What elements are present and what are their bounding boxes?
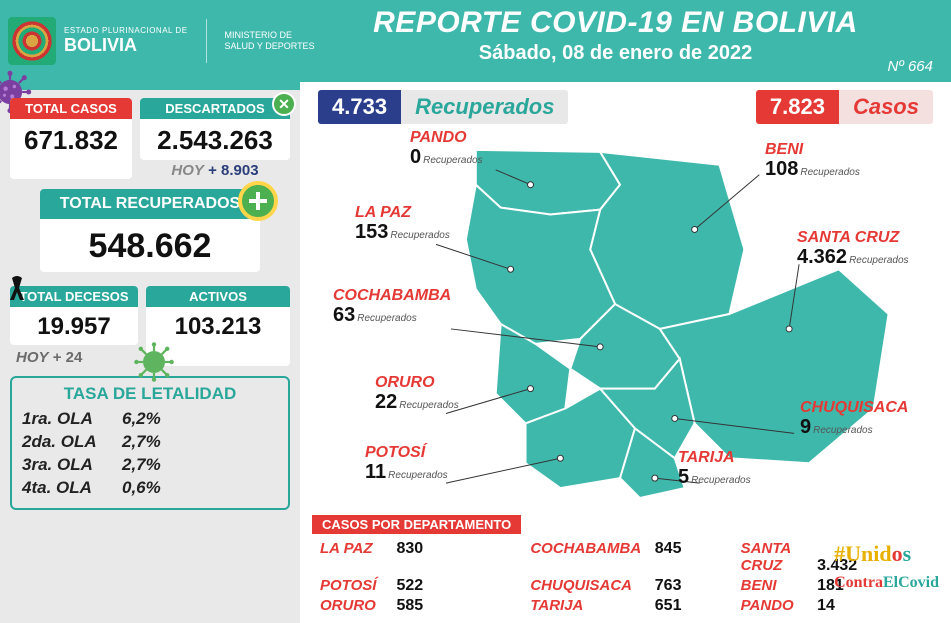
dept-label: PANDO0Recuperados: [410, 130, 483, 168]
lethality-card: TASA DE LETALIDAD 1ra. OLA6,2% 2da. OLA2…: [10, 376, 290, 510]
recovered-card: TOTAL RECUPERADOS 548.662: [40, 189, 260, 272]
cases-cell: COCHABAMBA 845: [530, 540, 720, 575]
top-pills: 4.733 Recuperados 7.823 Casos: [300, 90, 951, 124]
cases-pill-value: 7.823: [756, 90, 839, 124]
total-cases-label: TOTAL CASOS: [10, 98, 132, 119]
dept-label: CHUQUISACA9Recuperados: [800, 400, 908, 438]
dept-value: 0: [410, 146, 421, 168]
dept-label: SANTA CRUZ4.362Recuperados: [797, 230, 909, 268]
dept-sub: Recuperados: [390, 230, 449, 241]
plus-badge-icon: [238, 181, 278, 221]
discarded-value: 2.543.263: [140, 119, 290, 160]
mourning-ribbon-icon: [8, 276, 26, 302]
dept-label: LA PAZ153Recuperados: [355, 205, 450, 243]
dept-value: 153: [355, 221, 388, 243]
hoy-value: + 24: [53, 349, 83, 366]
recovered-value: 548.662: [40, 219, 260, 272]
separator: [206, 19, 207, 63]
coat-of-arms-icon: [8, 17, 56, 65]
dept-value: 108: [765, 158, 798, 180]
dept-value: 4.362: [797, 246, 847, 268]
recovered-pill-value: 4.733: [318, 90, 401, 124]
dept-label: TARIJA5Recuperados: [678, 450, 751, 488]
active-label: ACTIVOS: [146, 286, 290, 307]
dept-name: SANTA CRUZ: [797, 230, 909, 247]
deaths-today: HOY + 24: [16, 349, 138, 366]
hoy-value: + 8.903: [208, 162, 258, 179]
dept-label: POTOSÍ11Recuperados: [365, 445, 448, 483]
dept-name: CHUQUISACA: [800, 400, 908, 417]
header: ESTADO PLURINACIONAL DE BOLIVIA MINISTER…: [0, 0, 951, 82]
dept-label: ORURO22Recuperados: [375, 375, 459, 413]
cases-cell: ORURO 585: [320, 597, 510, 615]
lethality-row: 2da. OLA2,7%: [22, 431, 278, 454]
dept-name: ORURO: [375, 375, 459, 392]
deaths-label: TOTAL DECESOS: [10, 286, 138, 307]
dept-sub: Recuperados: [691, 475, 750, 486]
lethality-row: 1ra. OLA6,2%: [22, 408, 278, 431]
recovered-pill-label: Recuperados: [401, 90, 568, 124]
cases-cell: PANDO 14: [741, 597, 931, 615]
dept-name: COCHABAMBA: [333, 288, 451, 305]
hashtag: #Unidos ContraElCovid: [834, 541, 939, 593]
lethality-title: TASA DE LETALIDAD: [22, 384, 278, 404]
recovered-label: TOTAL RECUPERADOS: [40, 189, 260, 219]
total-cases-card: TOTAL CASOS 671.832: [10, 98, 132, 179]
active-card: ACTIVOS 103.213: [146, 286, 290, 366]
country-big: BOLIVIA: [64, 36, 188, 55]
page-title: REPORTE COVID-19 EN BOLIVIA: [300, 6, 931, 40]
dept-name: TARIJA: [678, 450, 751, 467]
dept-label: BENI108Recuperados: [765, 142, 860, 180]
dept-name: LA PAZ: [355, 205, 450, 222]
map-panel: 4.733 Recuperados 7.823 Casos: [300, 82, 951, 623]
dept-value: 11: [365, 461, 386, 483]
cases-pill: 7.823 Casos: [756, 90, 933, 124]
cases-cell: POTOSÍ 522: [320, 577, 510, 595]
stats-sidebar: TOTAL CASOS 671.832 DESCARTADOS 2.543.26…: [0, 90, 300, 623]
discarded-today: HOY + 8.903: [140, 162, 290, 179]
dept-sub: Recuperados: [813, 425, 872, 436]
cases-cell: CHUQUISACA 763: [530, 577, 720, 595]
discarded-card: DESCARTADOS 2.543.263 ✕: [140, 98, 290, 160]
report-number: Nº 664: [887, 58, 933, 75]
cases-pill-label: Casos: [839, 90, 933, 124]
dept-name: POTOSÍ: [365, 445, 448, 462]
dept-sub: Recuperados: [388, 470, 447, 481]
dept-sub: Recuperados: [399, 400, 458, 411]
country-name: ESTADO PLURINACIONAL DE BOLIVIA: [64, 27, 188, 54]
map: PANDO0RecuperadosBENI108RecuperadosLA PA…: [300, 130, 951, 503]
x-badge-icon: ✕: [272, 92, 296, 116]
cases-title: CASOS POR DEPARTAMENTO: [312, 515, 521, 534]
dept-value: 9: [800, 416, 811, 438]
total-cases-value: 671.832: [10, 119, 132, 160]
cases-cell: TARIJA 651: [530, 597, 720, 615]
lethality-row: 3ra. OLA2,7%: [22, 454, 278, 477]
virus-icon: [132, 340, 176, 384]
cases-cell: LA PAZ 830: [320, 540, 510, 575]
dept-name: PANDO: [410, 130, 483, 147]
lethality-row: 4ta. OLA0,6%: [22, 477, 278, 500]
dept-value: 63: [333, 304, 355, 326]
logo-block: ESTADO PLURINACIONAL DE BOLIVIA MINISTER…: [8, 8, 315, 74]
dept-value: 5: [678, 466, 689, 488]
dept-sub: Recuperados: [423, 155, 482, 166]
report-date: Sábado, 08 de enero de 2022: [300, 42, 931, 65]
deaths-card: TOTAL DECESOS 19.957: [10, 286, 138, 345]
dept-name: BENI: [765, 142, 860, 159]
discarded-label: DESCARTADOS: [140, 98, 290, 119]
deaths-value: 19.957: [10, 307, 138, 345]
recovered-pill: 4.733 Recuperados: [318, 90, 568, 124]
dept-label: COCHABAMBA63Recuperados: [333, 288, 451, 326]
dept-sub: Recuperados: [849, 255, 908, 266]
hoy-label: HOY: [171, 162, 204, 179]
dept-sub: Recuperados: [800, 167, 859, 178]
title-block: REPORTE COVID-19 EN BOLIVIA Sábado, 08 d…: [300, 6, 931, 65]
dept-value: 22: [375, 391, 397, 413]
dept-sub: Recuperados: [357, 313, 416, 324]
hoy-label: HOY: [16, 349, 49, 366]
